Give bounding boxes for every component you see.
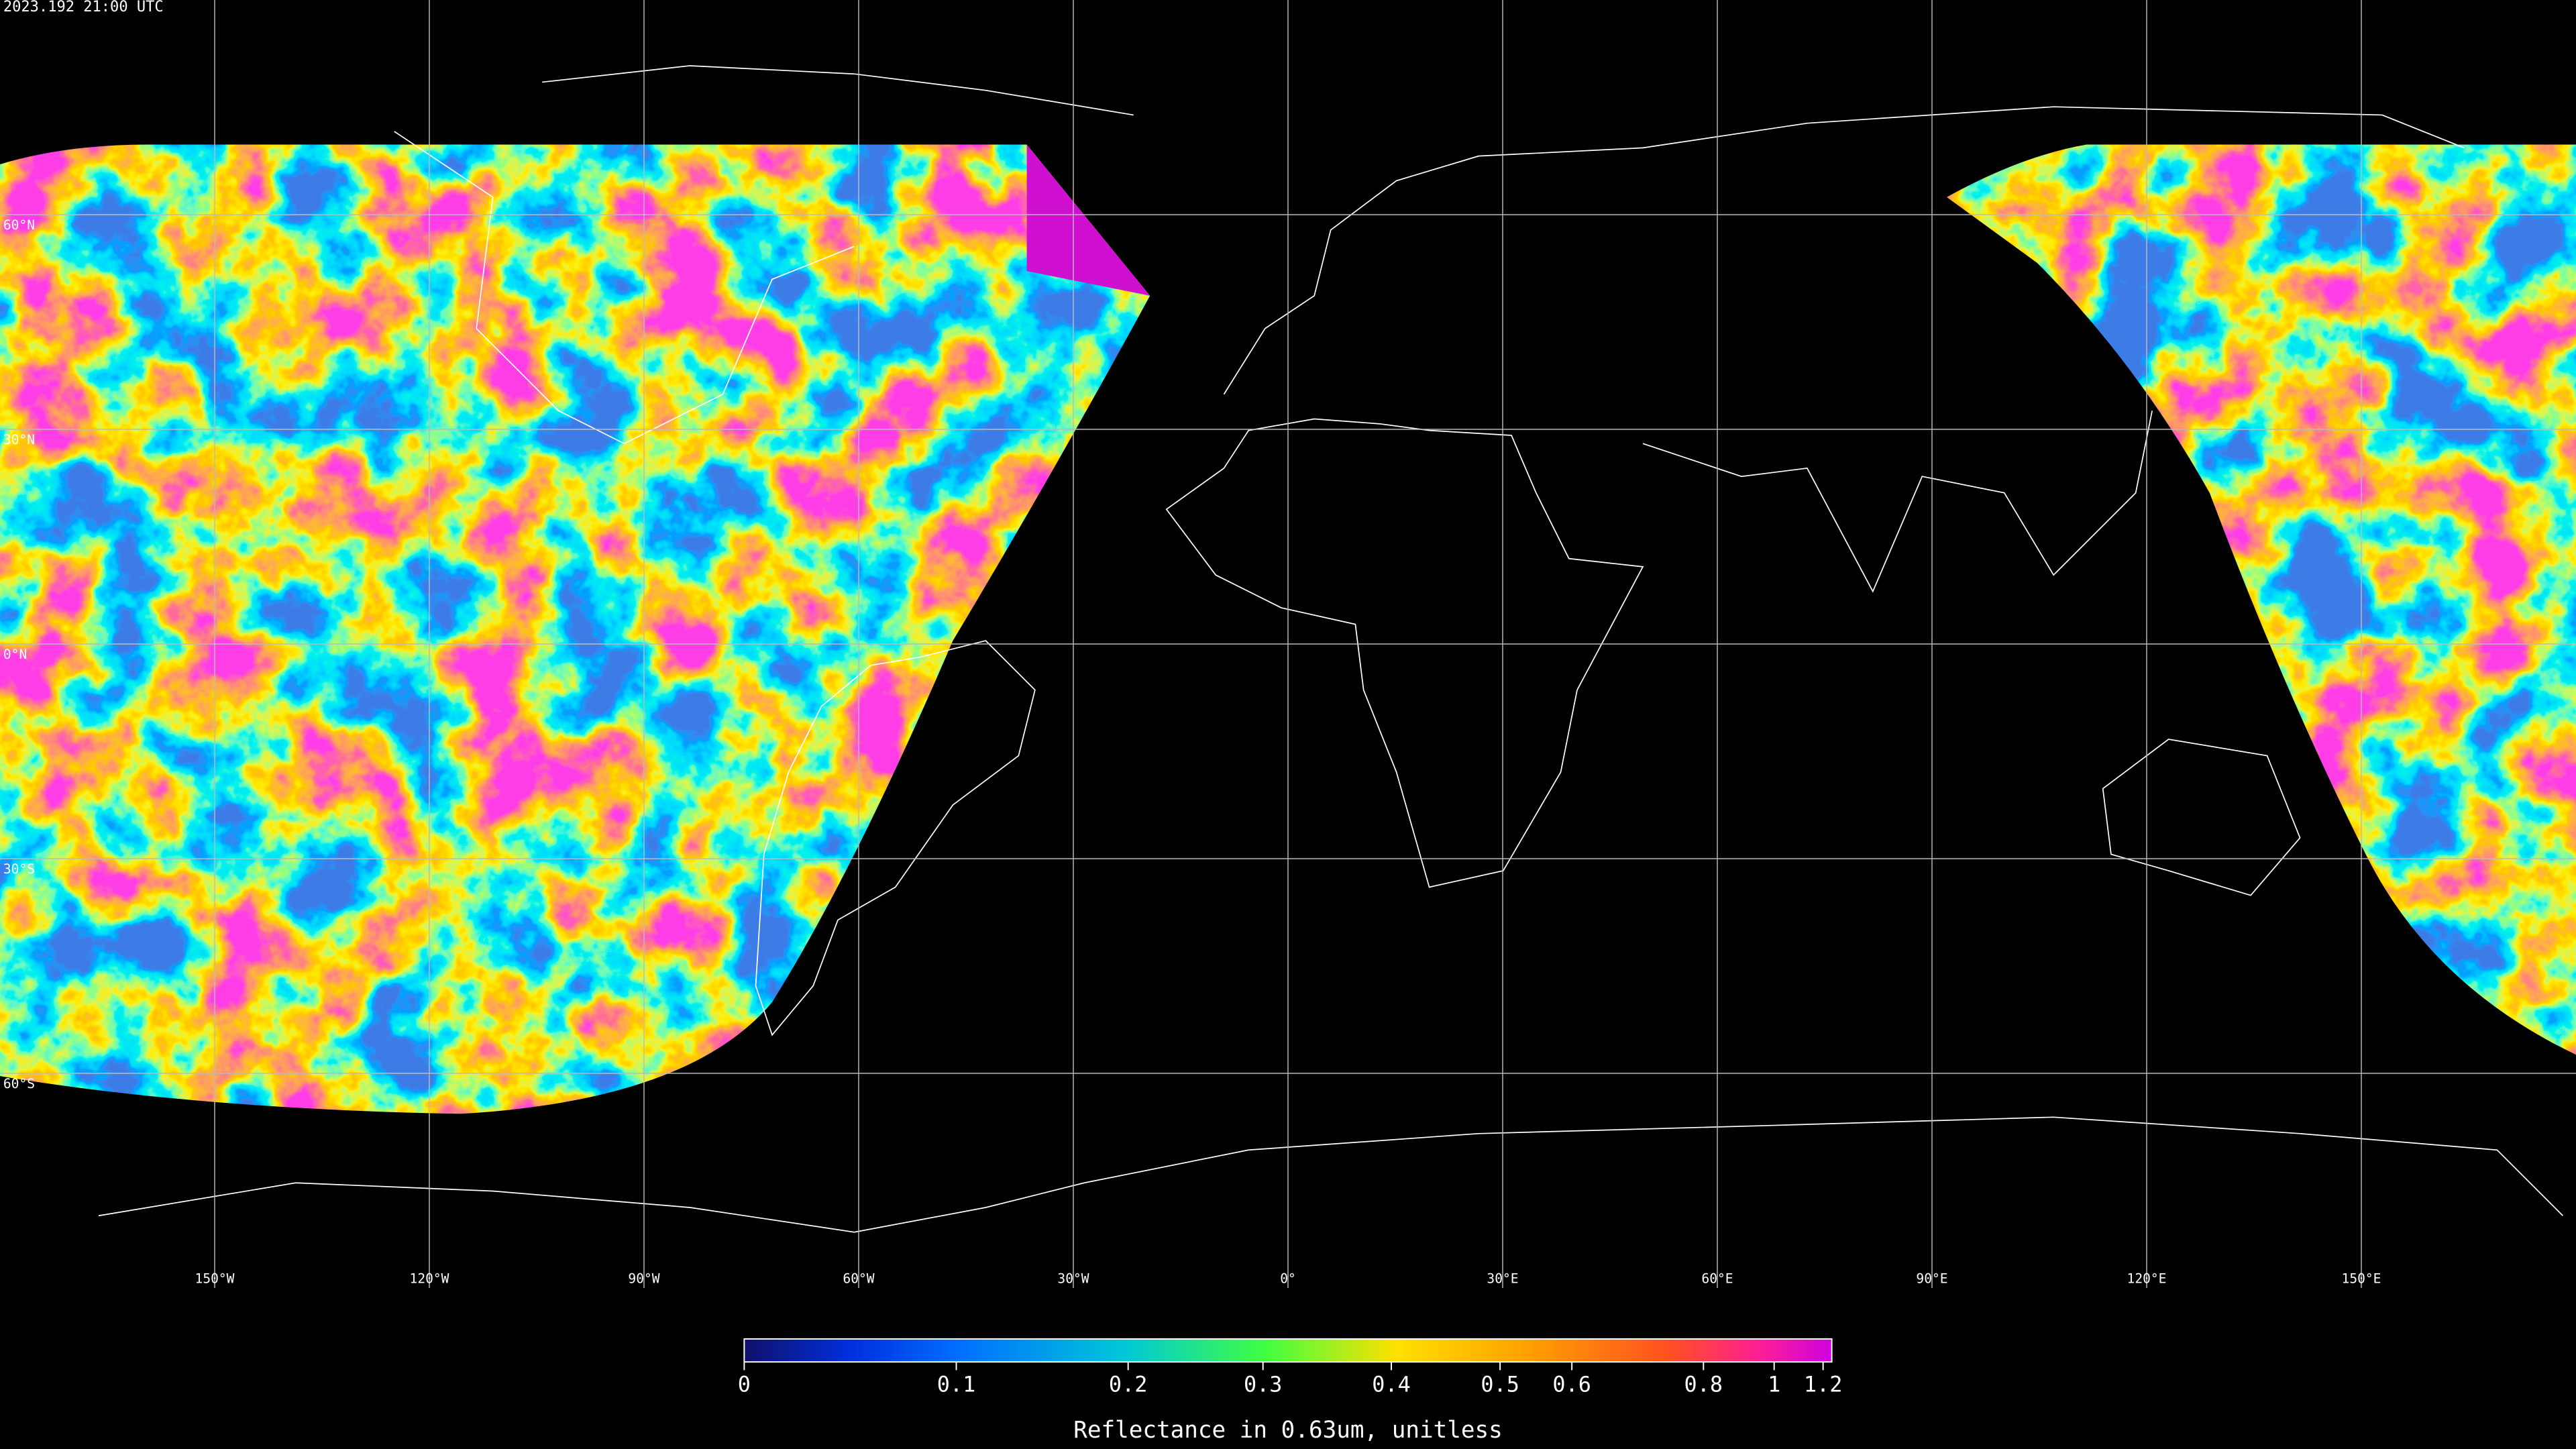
longitude-label: 90°E	[1916, 1271, 1947, 1287]
coastlines	[98, 65, 2564, 1233]
longitude-label: 120°W	[410, 1271, 449, 1287]
colorbar-tick-label: 0	[738, 1371, 751, 1397]
graticule: 60°N 30°N 0°N 30°S 60°S 150°W 120°W 90°W 60°W 30°…	[0, 0, 2576, 1288]
colorbar-label: Reflectance in 0.63um, unitless	[1073, 1417, 1503, 1444]
longitude-label: 120°E	[2127, 1271, 2167, 1287]
colorbar-tick-label: 0.6	[1552, 1371, 1591, 1397]
coastline	[755, 640, 1036, 1036]
coastline	[394, 65, 1134, 445]
colorbar-tick-label: 0.8	[1684, 1371, 1723, 1397]
colorbar-tick-label: 0.2	[1109, 1371, 1148, 1397]
coastline	[1165, 418, 1644, 888]
latitude-label: 60°S	[3, 1076, 35, 1091]
colorbar-tick-label: 1.2	[1804, 1371, 1842, 1397]
longitude-label: 150°E	[2342, 1271, 2381, 1287]
colorbar	[743, 1338, 1833, 1363]
latitude-label: 30°S	[3, 861, 35, 877]
latitude-label: 60°N	[3, 217, 35, 233]
coastline	[1223, 106, 2465, 593]
longitude-label: 60°W	[843, 1271, 874, 1287]
colorbar-tick-label: 0.4	[1372, 1371, 1411, 1397]
colorbar-tick-label: 0.3	[1244, 1371, 1283, 1397]
longitude-label: 60°E	[1701, 1271, 1733, 1287]
timestamp: 2023.192 21:00 UTC	[3, 0, 164, 15]
longitude-label: 30°E	[1487, 1271, 1518, 1287]
legend-area	[0, 1288, 2576, 1449]
longitude-label: 150°W	[195, 1271, 235, 1287]
colorbar-tick-label: 0.5	[1481, 1371, 1519, 1397]
longitude-label: 30°W	[1057, 1271, 1089, 1287]
latitude-label: 30°N	[3, 432, 35, 447]
coastline	[98, 1116, 2564, 1233]
longitude-label: 0°	[1280, 1271, 1296, 1287]
colorbar-tick-label: 0.1	[937, 1371, 976, 1397]
latitude-label: 0°N	[3, 647, 27, 662]
longitude-label: 90°W	[628, 1271, 659, 1287]
coastline	[2102, 739, 2301, 896]
colorbar-tick-label: 1	[1768, 1371, 1780, 1397]
